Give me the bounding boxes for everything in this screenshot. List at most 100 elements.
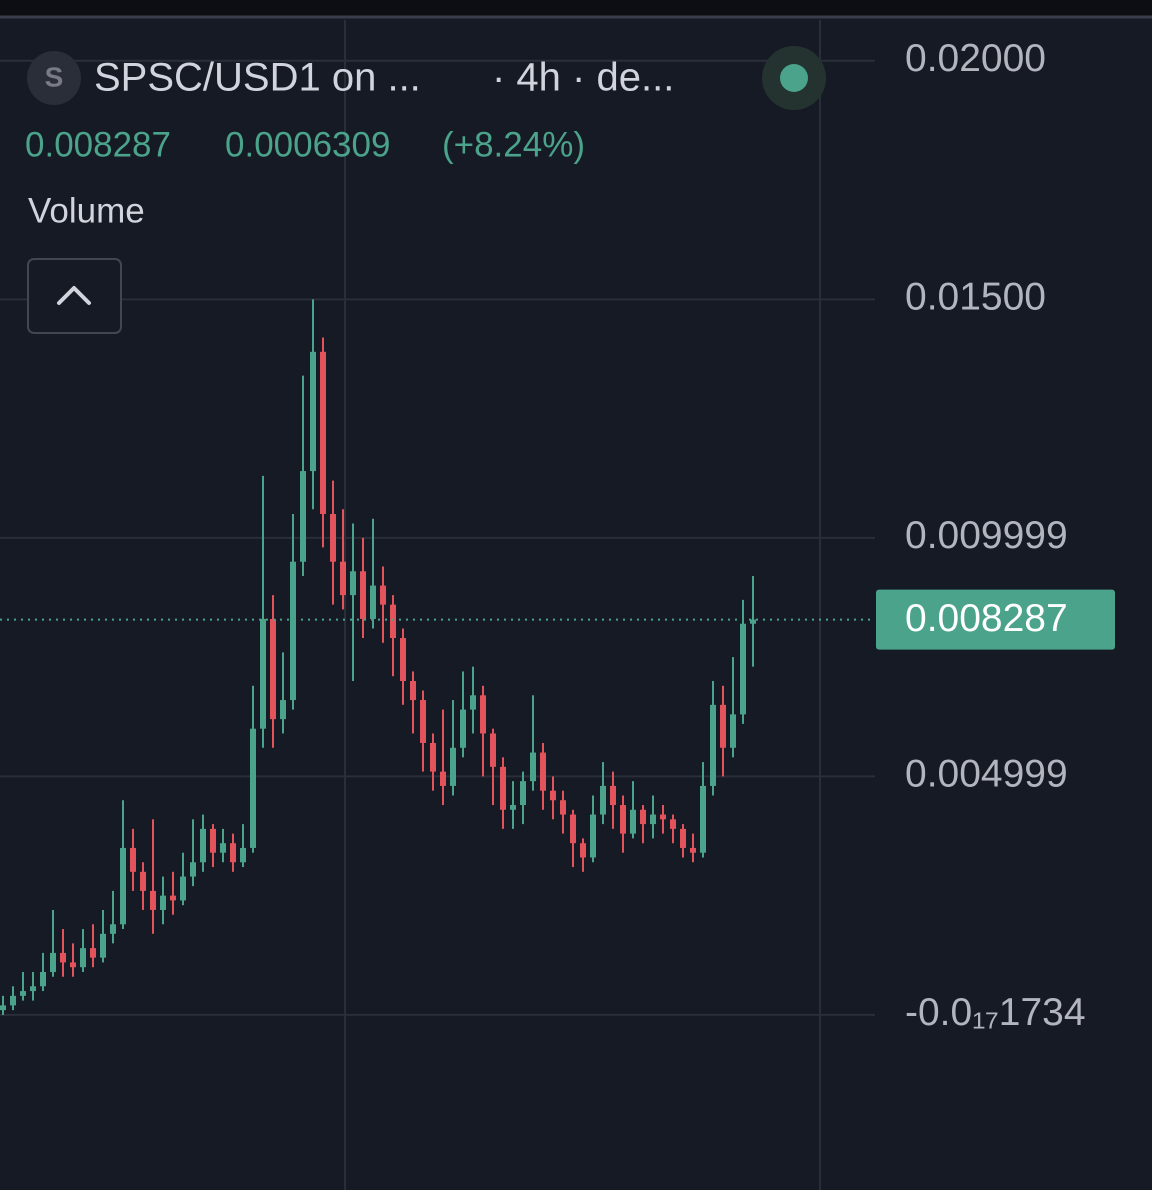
candle-body (590, 814, 596, 858)
candle-body (90, 948, 96, 958)
candle-body (230, 843, 236, 863)
candle-body (570, 814, 576, 844)
last-price-label: 0.008287 (905, 597, 1068, 640)
symbol-icon (27, 51, 81, 105)
candle-body (30, 986, 36, 992)
candle-body (110, 924, 116, 934)
symbol-letter: S (45, 61, 64, 92)
candle-body (520, 781, 526, 806)
candle-body (490, 733, 496, 767)
grid (0, 59, 875, 1016)
candle-body (390, 604, 396, 639)
candle-body (580, 843, 586, 858)
candle-body (710, 704, 716, 786)
candle-body (730, 714, 736, 748)
candle-body (630, 809, 636, 834)
candle-body (260, 618, 266, 729)
y-axis: 0.02000 0.01500 0.009999 0.004999 -0.0₁₇1734… (876, 37, 1115, 1034)
candle-body (720, 704, 726, 748)
candle-body (540, 752, 546, 791)
candle-body (60, 952, 66, 963)
candle-body (530, 752, 536, 782)
candle-body (320, 351, 326, 515)
y-tick-label: 0.02000 (905, 37, 1046, 80)
candle-body (330, 514, 336, 562)
top-strip (0, 0, 1152, 16)
candle-body (740, 623, 746, 715)
candles (0, 299, 875, 1015)
candle-body (400, 638, 406, 681)
candle-body (140, 871, 146, 891)
subtitle: · 4h · de... (492, 56, 674, 100)
candle-body (410, 680, 416, 701)
candle-body (220, 843, 226, 853)
candle-body (240, 847, 246, 863)
candle-body (340, 561, 346, 596)
candle-body (700, 785, 706, 853)
candle-body (650, 814, 656, 825)
candle-body (560, 800, 566, 815)
candle-body (50, 952, 56, 972)
candle-body (690, 847, 696, 853)
candle-body (170, 895, 176, 901)
candle-body (450, 747, 456, 786)
candle-body (350, 571, 356, 596)
candle-body (420, 700, 426, 743)
candle-body (40, 971, 46, 987)
candle-body (620, 805, 626, 834)
candle-body (180, 876, 186, 901)
candle-body (610, 785, 616, 806)
candle-body (510, 805, 516, 810)
candle-body (210, 828, 216, 853)
candle-body (250, 728, 256, 848)
candle-body (160, 895, 166, 910)
y-tick-label: 0.004999 (905, 753, 1068, 796)
last-price-tag (876, 589, 1115, 650)
candle-body (660, 814, 666, 820)
candle-body (300, 471, 306, 562)
candle-body (460, 709, 466, 748)
candle-body (270, 618, 276, 720)
price-change: 0.0006309 (225, 125, 390, 164)
candle-body (120, 847, 126, 925)
candle-body (750, 619, 756, 624)
candle-body (360, 571, 366, 619)
candle-body (70, 962, 76, 968)
candle-body (290, 561, 296, 701)
y-tick-label: 0.009999 (905, 514, 1068, 557)
candle-body (100, 933, 106, 958)
candle-body (80, 948, 86, 968)
candle-body (670, 819, 676, 829)
candle-body (430, 742, 436, 772)
candle-body (640, 809, 646, 825)
candle-body (10, 995, 16, 1006)
candle-body (680, 828, 686, 848)
y-tick-label: -0.0₁₇1734 (905, 991, 1086, 1034)
candle-body (0, 1005, 6, 1011)
candle-body (470, 695, 476, 710)
candle-body (20, 991, 26, 996)
last-price: 0.008287 (25, 125, 171, 164)
candle-body (440, 771, 446, 786)
y-tick-label: 0.01500 (905, 276, 1046, 319)
header: S SPSC/USD1 on ... · 4h · de... 0.008287… (25, 46, 826, 334)
candle-body (200, 828, 206, 863)
chevron-up (57, 286, 91, 305)
candle-body (480, 695, 486, 734)
candle-body (280, 700, 286, 720)
candle-body (600, 785, 606, 815)
candle-body (380, 585, 386, 605)
legend-volume: Volume (28, 191, 145, 230)
candle-body (190, 862, 196, 877)
collapse-button[interactable] (27, 258, 122, 334)
candle-body (370, 585, 376, 619)
candle-body (310, 351, 316, 472)
candle-body (550, 790, 556, 801)
title: SPSC/USD1 on ... (94, 56, 421, 100)
candle-body (500, 766, 506, 810)
price-change-pct: (+8.24%) (442, 125, 585, 164)
candle-body (150, 890, 156, 910)
status-dot[interactable] (780, 64, 808, 92)
candle-body (130, 847, 136, 872)
